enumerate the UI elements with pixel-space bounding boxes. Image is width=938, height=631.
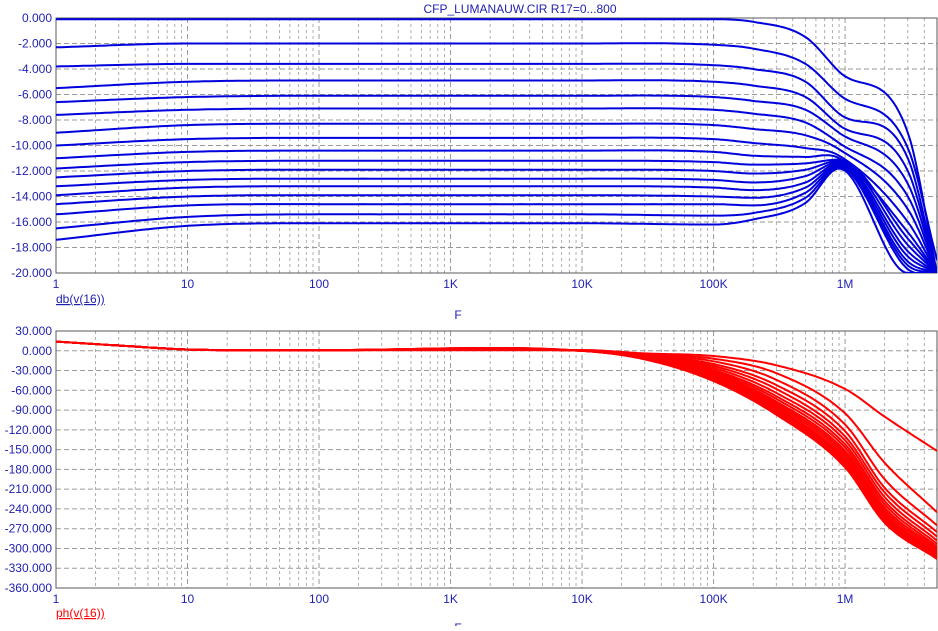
y-tick-label: 0.000 — [22, 11, 52, 25]
y-tick-label: 30.000 — [15, 324, 52, 338]
y-tick-label: -330.000 — [5, 561, 53, 575]
gain-series-line — [56, 162, 937, 273]
y-tick-label: -270.000 — [5, 522, 53, 536]
x-tick-label: 1 — [53, 592, 60, 606]
phase-series-line — [56, 340, 937, 452]
x-tick-label: 100K — [700, 277, 728, 291]
y-tick-label: -240.000 — [5, 502, 53, 516]
gain-series-line — [56, 136, 937, 273]
y-tick-label: -30.000 — [11, 364, 52, 378]
x-tick-label: 10K — [571, 277, 592, 291]
gain-panel: 1 10 100 1K 10K 100K 1M 0.000 -2.000 -4.000 -6.000… — [11, 11, 938, 291]
gain-series-line — [56, 164, 937, 273]
y-tick-label: -60.000 — [11, 383, 52, 397]
x-tick-label: 1M — [837, 277, 854, 291]
gain-ylabel[interactable]: db(v(16)) — [56, 292, 105, 306]
x-tick-label: 10K — [571, 592, 592, 606]
y-tick-label: -300.000 — [5, 541, 53, 555]
phase-xlabel: F — [454, 621, 461, 626]
y-tick-label: -10.000 — [11, 139, 52, 153]
y-tick-label: -14.000 — [11, 190, 52, 204]
y-tick-label: -18.000 — [11, 241, 52, 255]
x-tick-label: 100 — [309, 592, 329, 606]
x-tick-label: 1K — [443, 277, 458, 291]
gain-series-line — [56, 161, 937, 273]
x-tick-label: 1 — [53, 277, 60, 291]
phase-series-line — [56, 340, 937, 542]
gain-series-line — [56, 94, 937, 273]
plot-frame — [55, 330, 938, 589]
y-tick-label: -20.000 — [11, 266, 52, 280]
phase-series-line — [56, 340, 937, 545]
y-tick-label: -16.000 — [11, 215, 52, 229]
x-tick-label: 100 — [309, 277, 329, 291]
y-tick-label: -2.000 — [18, 37, 52, 51]
y-tick-label: -8.000 — [18, 113, 52, 127]
gain-series-line — [56, 18, 937, 273]
gain-series-line — [56, 107, 937, 273]
phase-series-line — [56, 340, 937, 560]
y-tick-label: -6.000 — [18, 88, 52, 102]
y-tick-label: -90.000 — [11, 403, 52, 417]
gain-series-line — [56, 122, 937, 273]
x-tick-label: 1M — [837, 592, 854, 606]
x-tick-label: 10 — [181, 277, 195, 291]
phase-ylabel[interactable]: ph(v(16)) — [56, 606, 105, 620]
gain-series-line — [56, 167, 937, 273]
y-tick-label: -120.000 — [5, 423, 53, 437]
gain-series-line — [56, 62, 937, 273]
x-tick-label: 10 — [181, 592, 195, 606]
y-tick-label: -180.000 — [5, 462, 53, 476]
phase-panel: 1 10 100 1K 10K 100K 1M 30.000 0.000 -30.000 -60.0… — [5, 324, 938, 606]
y-tick-label: -4.000 — [18, 62, 52, 76]
y-tick-label: 0.000 — [22, 344, 52, 358]
gain-series-line — [56, 42, 937, 261]
y-tick-label: -150.000 — [5, 443, 53, 457]
gain-series-line — [56, 166, 937, 273]
gain-series-line — [56, 79, 937, 273]
x-tick-label: 1K — [443, 592, 458, 606]
gain-series-line — [56, 158, 937, 273]
gain-xlabel: F — [454, 308, 461, 322]
gain-series-line — [56, 159, 937, 273]
gain-series-line — [56, 163, 937, 273]
y-tick-label: -210.000 — [5, 482, 53, 496]
chart-title: CFP_LUMANAUW.CIR R17=0...800 — [423, 2, 616, 16]
y-tick-label: -12.000 — [11, 164, 52, 178]
y-tick-label: -360.000 — [5, 581, 53, 595]
x-tick-label: 100K — [700, 592, 728, 606]
